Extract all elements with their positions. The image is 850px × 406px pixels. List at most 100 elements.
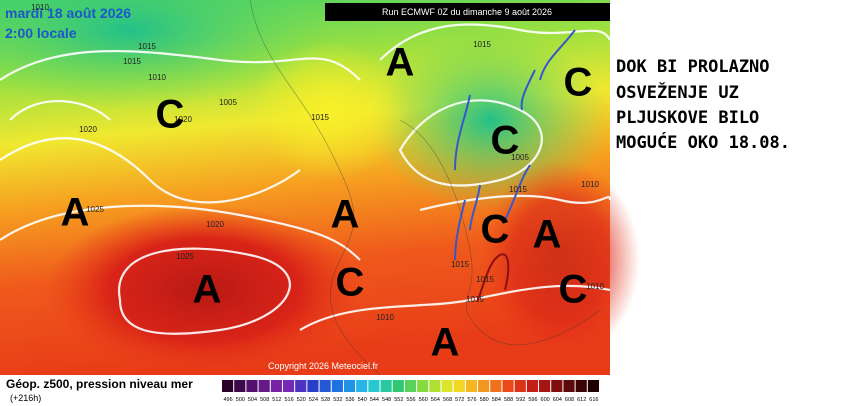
scale-swatch	[258, 380, 270, 392]
annotation-line: DOK BI PROLAZNO	[616, 57, 770, 77]
scale-label: 584	[492, 397, 501, 403]
scale-label: 600	[541, 397, 550, 403]
scale-label: 508	[260, 397, 269, 403]
pressure-label: 1015	[473, 40, 491, 49]
scale-swatch	[343, 380, 356, 392]
scale-swatch	[368, 380, 380, 392]
scale-swatch	[282, 380, 295, 392]
pressure-label: 1005	[511, 153, 529, 162]
scale-label: 504	[248, 397, 257, 403]
scale-swatch	[270, 380, 282, 392]
scale-swatch	[429, 380, 441, 392]
scale-label: 560	[419, 397, 428, 403]
scale-swatch	[478, 380, 490, 392]
pressure-label: 1010	[376, 313, 394, 322]
color-scale: 496 500 504 508 512 516 520 524 528 532 536 540 544 5…	[222, 380, 599, 403]
run-info: Run ECMWF 0Z du dimanche 9 août 2026	[382, 7, 552, 17]
pressure-label: 1020	[206, 220, 224, 229]
scale-label: 532	[333, 397, 342, 403]
scale-swatch	[319, 380, 331, 392]
legend-title: Géop. z500, pression niveau mer	[6, 377, 193, 391]
pressure-label: 1015	[451, 260, 469, 269]
scale-label: 580	[480, 397, 489, 403]
scale-label: 524	[309, 397, 318, 403]
annotation-line: PLJUSKOVE BILO	[616, 108, 759, 128]
scale-label: 536	[345, 397, 354, 403]
pressure-label: 1015	[311, 113, 329, 122]
scale-swatch	[587, 380, 599, 392]
scale-swatch	[502, 380, 514, 392]
scale-label: 612	[577, 397, 586, 403]
scale-swatch	[575, 380, 587, 392]
scale-swatch	[295, 380, 307, 392]
pressure-center: C	[564, 61, 593, 105]
annotation-line: MOGUĆE OKO 18.08.	[616, 131, 790, 153]
scale-label: 528	[321, 397, 330, 403]
scale-label: 592	[516, 397, 525, 403]
scale-swatch	[380, 380, 392, 392]
pressure-label: 1015	[476, 275, 494, 284]
pressure-center: A	[193, 268, 222, 312]
scale-swatch	[307, 380, 319, 392]
pressure-label: 1005	[219, 98, 237, 107]
pressure-label: 1020	[79, 125, 97, 134]
annotation: DOK BI PROLAZNO OSVEŽENJE UZ PLJUSKOVE B…	[616, 57, 790, 153]
lead-time: (+216h)	[10, 393, 41, 403]
scale-label: 512	[272, 397, 281, 403]
scale-swatch	[465, 380, 478, 392]
scale-label: 496	[224, 397, 233, 403]
map-date: mardi 18 août 2026	[5, 5, 131, 21]
scale-swatch	[539, 380, 551, 392]
scale-swatch	[563, 380, 575, 392]
scale-swatch	[246, 380, 258, 392]
weather-map	[0, 0, 640, 376]
pressure-label: 1015	[509, 185, 527, 194]
scale-swatch	[392, 380, 404, 392]
scale-label: 572	[455, 397, 464, 403]
copyright: Copyright 2026 Meteociel.fr	[268, 361, 378, 371]
scale-label: 596	[528, 397, 537, 403]
pressure-center: A	[431, 321, 460, 365]
scale-label: 604	[553, 397, 562, 403]
scale-label: 520	[297, 397, 306, 403]
scale-swatch	[551, 380, 563, 392]
scale-label: 608	[565, 397, 574, 403]
scale-swatch	[526, 380, 539, 392]
scale-swatch	[234, 380, 246, 392]
map-labels: 1010 1015 1015 1010 1005 1020 1020 1025 1020 1025…	[31, 3, 604, 364]
scale-swatch	[514, 380, 526, 392]
pressure-label: 1015	[123, 57, 141, 66]
pressure-label: 1010	[581, 180, 599, 189]
annotation-line: OSVEŽENJE UZ	[616, 81, 739, 103]
scale-swatch	[356, 380, 368, 392]
scale-swatch	[453, 380, 465, 392]
pressure-label: 1015	[466, 295, 484, 304]
pressure-center: C	[491, 119, 520, 163]
scale-label: 616	[589, 397, 598, 403]
pressure-center: C	[336, 261, 365, 305]
scale-label: 540	[358, 397, 367, 403]
pressure-center: A	[386, 41, 415, 85]
pressure-label: 1010	[31, 3, 49, 12]
scale-label: 544	[370, 397, 379, 403]
pressure-label: 1020	[174, 115, 192, 124]
scale-label: 568	[443, 397, 452, 403]
pressure-label: 1015	[138, 42, 156, 51]
scale-label: 500	[236, 397, 245, 403]
scale-label: 588	[504, 397, 513, 403]
pressure-center: C	[559, 268, 588, 312]
scale-swatch	[331, 380, 343, 392]
scale-swatch	[222, 380, 234, 392]
scale-swatch	[441, 380, 453, 392]
map-time: 2:00 locale	[5, 25, 77, 41]
scale-label: 564	[431, 397, 440, 403]
scale-label: 548	[382, 397, 391, 403]
pressure-label: 1010	[148, 73, 166, 82]
scale-label: 556	[406, 397, 415, 403]
scale-swatch	[404, 380, 417, 392]
scale-label: 552	[394, 397, 403, 403]
pressure-label: 1025	[176, 252, 194, 261]
pressure-label: 1025	[86, 205, 104, 214]
scale-swatch	[490, 380, 502, 392]
